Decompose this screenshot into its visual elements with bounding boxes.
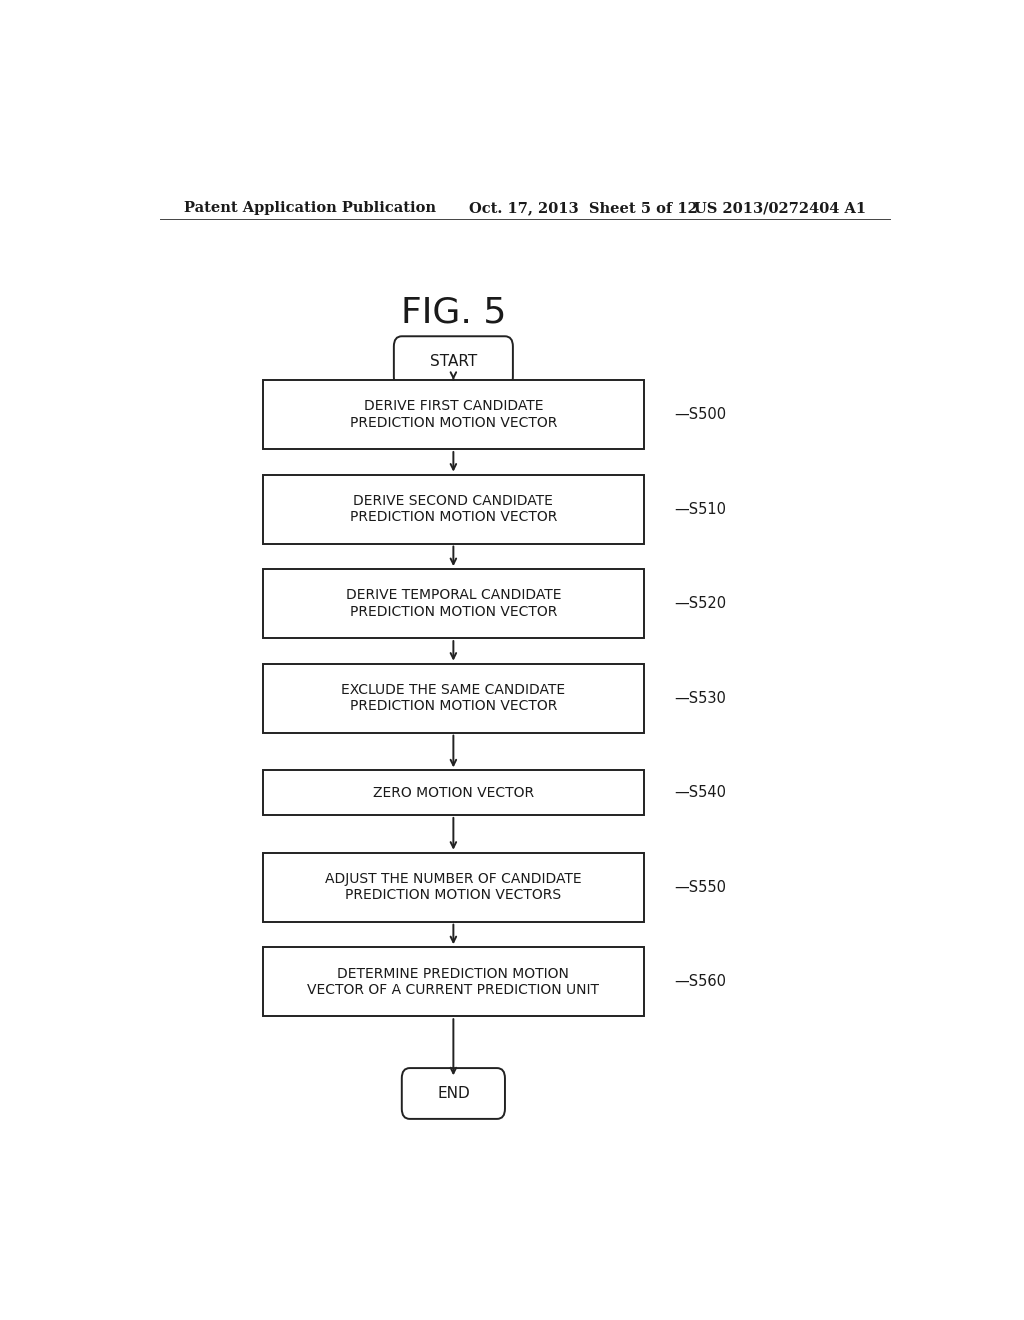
Text: DERIVE FIRST CANDIDATE
PREDICTION MOTION VECTOR: DERIVE FIRST CANDIDATE PREDICTION MOTION… bbox=[349, 400, 557, 429]
Text: —S510: —S510 bbox=[674, 502, 726, 516]
Text: DERIVE SECOND CANDIDATE
PREDICTION MOTION VECTOR: DERIVE SECOND CANDIDATE PREDICTION MOTIO… bbox=[349, 494, 557, 524]
Text: US 2013/0272404 A1: US 2013/0272404 A1 bbox=[694, 201, 866, 215]
Text: Patent Application Publication: Patent Application Publication bbox=[183, 201, 435, 215]
FancyBboxPatch shape bbox=[394, 337, 513, 387]
Text: —S500: —S500 bbox=[674, 407, 726, 422]
FancyBboxPatch shape bbox=[263, 948, 644, 1016]
Text: ZERO MOTION VECTOR: ZERO MOTION VECTOR bbox=[373, 785, 534, 800]
Text: —S540: —S540 bbox=[674, 785, 726, 800]
FancyBboxPatch shape bbox=[263, 853, 644, 921]
FancyBboxPatch shape bbox=[263, 771, 644, 814]
Text: DETERMINE PREDICTION MOTION
VECTOR OF A CURRENT PREDICTION UNIT: DETERMINE PREDICTION MOTION VECTOR OF A … bbox=[307, 966, 599, 997]
FancyBboxPatch shape bbox=[263, 380, 644, 449]
Text: END: END bbox=[437, 1086, 470, 1101]
Text: Oct. 17, 2013  Sheet 5 of 12: Oct. 17, 2013 Sheet 5 of 12 bbox=[469, 201, 698, 215]
Text: —S550: —S550 bbox=[674, 879, 726, 895]
Text: —S530: —S530 bbox=[674, 690, 726, 706]
FancyBboxPatch shape bbox=[401, 1068, 505, 1119]
Text: START: START bbox=[430, 354, 477, 370]
Text: EXCLUDE THE SAME CANDIDATE
PREDICTION MOTION VECTOR: EXCLUDE THE SAME CANDIDATE PREDICTION MO… bbox=[341, 682, 565, 713]
Text: —S520: —S520 bbox=[674, 597, 726, 611]
Text: —S560: —S560 bbox=[674, 974, 726, 989]
Text: FIG. 5: FIG. 5 bbox=[400, 296, 506, 330]
FancyBboxPatch shape bbox=[263, 664, 644, 733]
FancyBboxPatch shape bbox=[263, 474, 644, 544]
FancyBboxPatch shape bbox=[263, 569, 644, 638]
Text: ADJUST THE NUMBER OF CANDIDATE
PREDICTION MOTION VECTORS: ADJUST THE NUMBER OF CANDIDATE PREDICTIO… bbox=[325, 873, 582, 903]
Text: DERIVE TEMPORAL CANDIDATE
PREDICTION MOTION VECTOR: DERIVE TEMPORAL CANDIDATE PREDICTION MOT… bbox=[346, 589, 561, 619]
